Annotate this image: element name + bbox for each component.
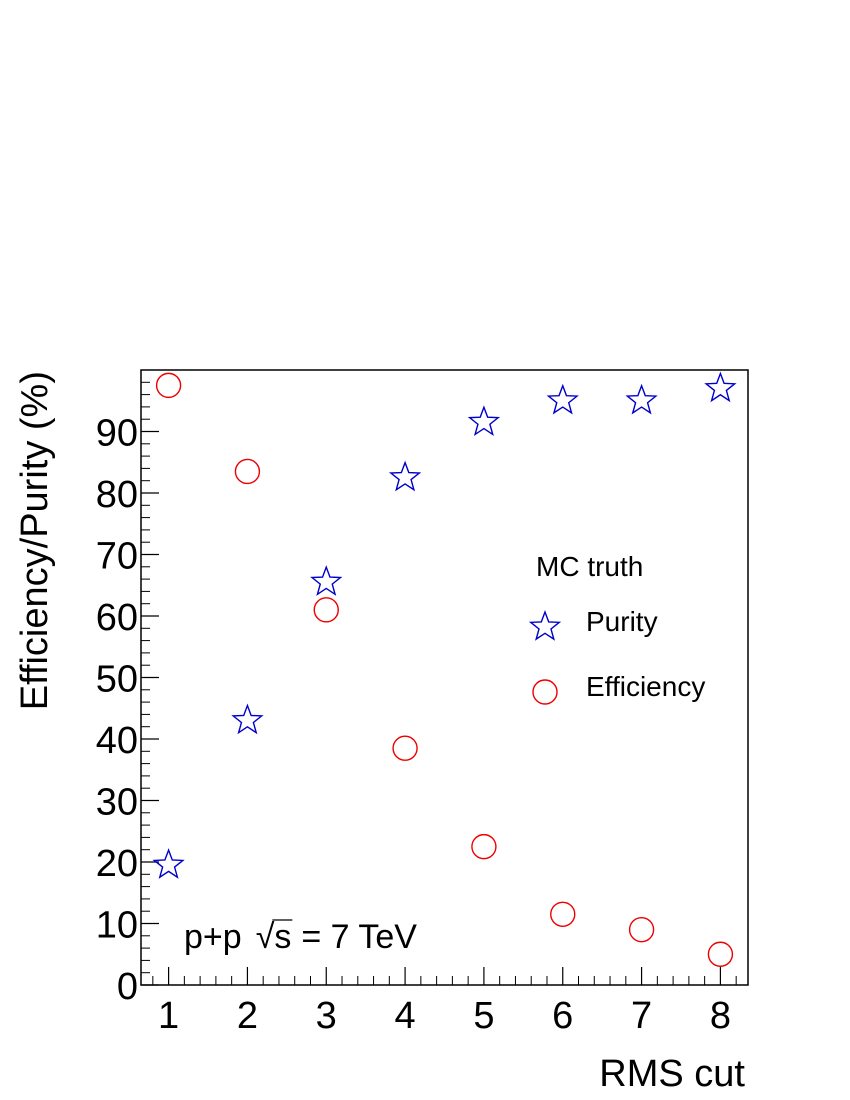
legend-marker-purity [528,610,562,641]
purity-point [704,371,737,403]
efficiency-point [707,941,734,967]
sqrt-symbol: √ [256,918,275,956]
annotation-prefix: p+p [184,918,242,956]
y-tick-label: 0 [117,966,138,1008]
y-minor-ticks [141,381,150,974]
efficiency-point [392,735,418,761]
efficiency-point [155,372,182,399]
legend-entries: Purity Efficiency [528,606,705,705]
x-minor-ticks [152,976,737,985]
purity-point [388,460,422,492]
x-tick-label: 1 [158,995,179,1037]
efficiency-point [313,597,339,623]
x-tick-label: 8 [710,995,731,1037]
x-tick-label: 4 [395,995,416,1037]
y-tick-label: 90 [96,413,138,455]
x-tick-label: 5 [473,995,494,1037]
series-efficiency [155,372,734,967]
purity-point [546,383,579,415]
legend: MC truth Purity Efficiency [528,551,705,705]
legend-title: MC truth [536,551,643,582]
series-layer [152,371,737,967]
y-tick-label: 70 [96,536,138,578]
x-axis-ticks [167,967,722,985]
series-purity [152,371,737,879]
efficiency-point [234,458,261,485]
purity-point [625,383,658,415]
efficiency-point [550,901,576,927]
x-tick-label: 7 [631,995,652,1037]
y-tick-label: 30 [96,782,138,824]
y-tick-label: 10 [96,905,138,947]
y-axis-ticks [141,430,159,986]
y-tick-label: 50 [96,659,138,701]
purity-point [310,565,343,596]
y-tick-label: 60 [96,597,138,639]
collision-annotation: p+p √s = 7 TeV [184,918,417,956]
x-axis-title: RMS cut [599,1053,745,1095]
x-tick-label: 2 [237,995,258,1037]
purity-point [152,848,185,879]
legend-marker-efficiency [532,679,558,705]
y-axis-title: Efficiency/Purity (%) [14,371,56,710]
x-tick-label: 6 [552,995,573,1037]
legend-label-purity: Purity [586,606,658,637]
x-tick-labels: 1 2 3 4 5 6 7 8 [158,995,731,1037]
annotation-sqrt-arg: s [274,918,291,956]
purity-point [467,405,501,437]
y-tick-label: 20 [96,843,138,885]
y-tick-label: 80 [96,474,138,516]
annotation-suffix: = 7 TeV [301,918,417,956]
efficiency-point [471,833,497,860]
legend-label-efficiency: Efficiency [586,671,705,702]
y-tick-labels: 0 10 20 30 40 50 60 70 80 90 [96,413,138,1009]
x-tick-label: 3 [316,995,337,1037]
y-tick-label: 40 [96,720,138,762]
efficiency-point [628,916,655,943]
purity-point [231,703,264,735]
